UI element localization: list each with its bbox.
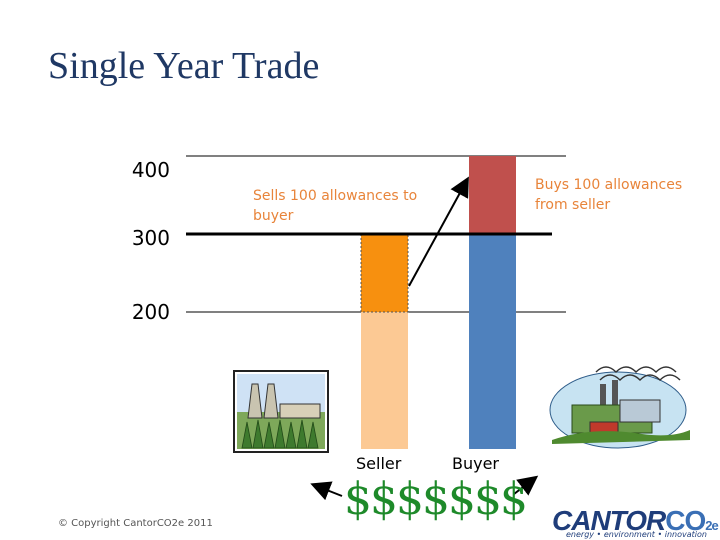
buyer-annotation: Buys 100 allowances from seller (535, 177, 683, 213)
y-tick-200: 200 (131, 300, 170, 324)
category-label-seller: Seller (356, 454, 402, 473)
money-arrow-left (310, 481, 343, 501)
slide-title: Single Year Trade (48, 45, 320, 87)
copyright-text: © Copyright CantorCO2e 2011 (58, 518, 213, 529)
logo-text-e: e (711, 518, 719, 533)
bar-seller-segment-1 (361, 234, 408, 312)
bar-buyer-segment-3 (469, 156, 516, 234)
bar-seller-segment-0 (361, 312, 408, 449)
logo-text-sub: 2 (705, 518, 712, 533)
cantor-logo: CANTORCO2e (552, 505, 719, 537)
bar-buyer-segment-2 (469, 234, 516, 449)
logo-text-co: CO (665, 505, 706, 536)
logo-text-main: CANTOR (552, 505, 666, 536)
logo-tagline: energy • environment • innovation (566, 530, 707, 539)
factory-trees-icon (233, 370, 329, 453)
bars-group (360, 156, 516, 449)
y-tick-400: 400 (131, 158, 170, 182)
category-label-buyer: Buyer (452, 454, 500, 473)
seller-sold-outline (360, 233, 409, 313)
money-arrow-right (513, 475, 539, 496)
y-tick-300: 300 (131, 226, 170, 250)
money-label: $$$$$$$ (344, 474, 528, 525)
industrial-plant-icon (549, 366, 690, 449)
seller-annotation: Sells 100 allowances to buyer (253, 188, 418, 224)
transfer-arrow (408, 176, 469, 287)
